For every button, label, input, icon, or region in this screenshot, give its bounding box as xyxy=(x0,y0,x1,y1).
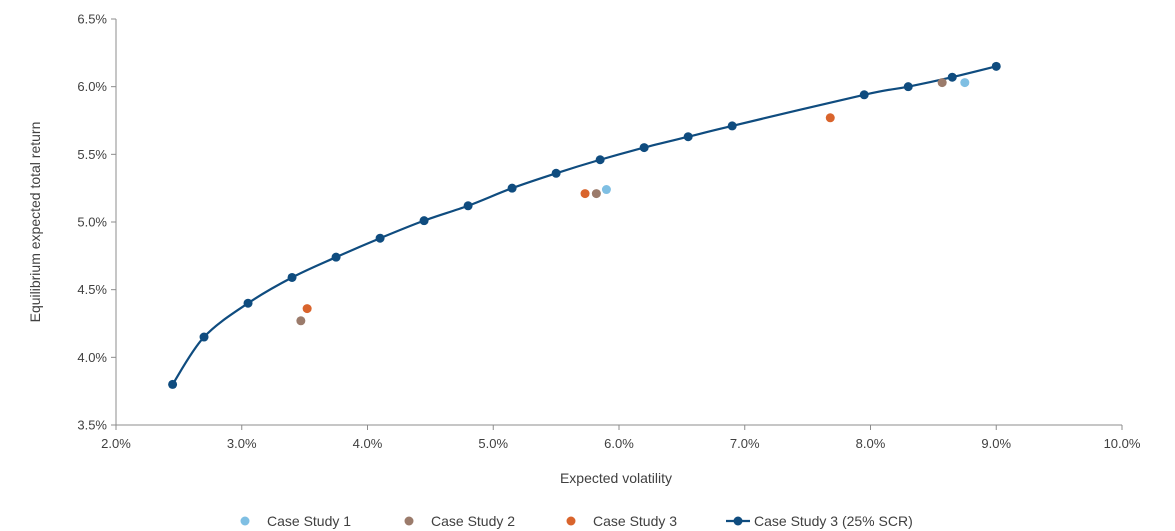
x-tick-label: 6.0% xyxy=(604,436,634,451)
line-point xyxy=(420,216,429,225)
legend-item: Case Study 1 xyxy=(241,513,352,529)
x-axis-title: Expected volatility xyxy=(560,470,672,486)
legend-marker xyxy=(405,517,414,526)
legend-marker xyxy=(241,517,250,526)
y-tick-label: 5.0% xyxy=(77,215,107,230)
y-tick-label: 6.5% xyxy=(77,12,107,27)
scatter-point xyxy=(960,78,969,87)
axes xyxy=(116,19,1122,425)
line-point xyxy=(332,253,341,262)
scatter-point xyxy=(826,113,835,122)
scatter-point xyxy=(602,185,611,194)
line-point xyxy=(288,273,297,282)
line-point xyxy=(992,62,1001,71)
x-tick-label: 5.0% xyxy=(478,436,508,451)
legend-item: Case Study 3 xyxy=(567,513,678,529)
legend-marker xyxy=(567,517,576,526)
y-axis-title: Equilibrium expected total return xyxy=(27,122,43,323)
y-tick-label: 4.0% xyxy=(77,350,107,365)
line-point xyxy=(728,121,737,130)
line-point xyxy=(200,333,209,342)
scatter-point xyxy=(303,304,312,313)
y-axis-ticks: 3.5% 4.0% 4.5% 5.0% 5.5% 6.0% 6.5% xyxy=(77,12,116,433)
y-tick-label: 6.0% xyxy=(77,79,107,94)
line-point xyxy=(684,132,693,141)
line-point xyxy=(168,380,177,389)
scatter-point xyxy=(581,189,590,198)
legend: Case Study 1 Case Study 2 Case Study 3 Case… xyxy=(241,513,913,529)
legend-label: Case Study 2 xyxy=(431,513,515,529)
line-point xyxy=(464,201,473,210)
legend-marker xyxy=(734,517,743,526)
x-tick-label: 3.0% xyxy=(227,436,257,451)
line-point xyxy=(948,73,957,82)
series-line xyxy=(173,66,997,384)
legend-label: Case Study 3 (25% SCR) xyxy=(754,513,913,529)
x-tick-label: 10.0% xyxy=(1104,436,1141,451)
scatter-point xyxy=(938,78,947,87)
line-point xyxy=(904,82,913,91)
legend-label: Case Study 3 xyxy=(593,513,677,529)
y-tick-label: 4.5% xyxy=(77,282,107,297)
line-point xyxy=(244,299,253,308)
legend-item: Case Study 2 xyxy=(405,513,516,529)
x-tick-label: 8.0% xyxy=(856,436,886,451)
x-tick-label: 2.0% xyxy=(101,436,131,451)
y-tick-label: 5.5% xyxy=(77,147,107,162)
line-point xyxy=(508,184,517,193)
line-point xyxy=(376,234,385,243)
x-axis-ticks: 2.0% 3.0% 4.0% 5.0% 6.0% 7.0% 8.0% 9.0% 10.0% xyxy=(101,425,1141,451)
line-point xyxy=(860,90,869,99)
legend-item: Case Study 3 (25% SCR) xyxy=(726,513,913,529)
line-point xyxy=(596,155,605,164)
scatter-point xyxy=(592,189,601,198)
plot-area xyxy=(168,62,1001,389)
legend-label: Case Study 1 xyxy=(267,513,351,529)
line-point xyxy=(640,143,649,152)
y-tick-label: 3.5% xyxy=(77,418,107,433)
scatter-point xyxy=(296,316,305,325)
x-tick-label: 9.0% xyxy=(981,436,1011,451)
x-tick-label: 4.0% xyxy=(353,436,383,451)
line-point xyxy=(552,169,561,178)
x-tick-label: 7.0% xyxy=(730,436,760,451)
